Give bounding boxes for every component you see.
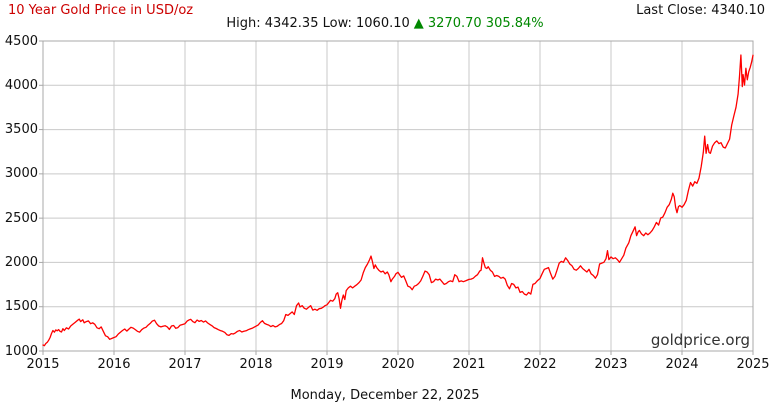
y-tick-label: 4500	[4, 33, 38, 49]
x-tick-label: 2023	[594, 357, 628, 372]
chart-title: 10 Year Gold Price in USD/oz	[8, 3, 194, 18]
y-tick-label: 2000	[4, 254, 38, 270]
y-tick-label: 4000	[4, 77, 38, 93]
x-tick-label: 2015	[26, 357, 60, 372]
high-low-label: High: 4342.35 Low: 1060.10	[226, 16, 410, 31]
last-close-label: Last Close: 4340.10	[636, 3, 765, 18]
x-tick-label: 2020	[381, 357, 415, 372]
y-tick-label: 2500	[4, 210, 38, 226]
y-tick-label: 1000	[4, 343, 38, 359]
x-tick-label: 2025	[736, 357, 770, 372]
x-tick-label: 2016	[97, 357, 131, 372]
chart-date: Monday, December 22, 2025	[290, 388, 480, 403]
high-low-line: High: 4342.35 Low: 1060.10 ▲ 3270.70 305.…	[0, 16, 770, 31]
x-tick-label: 2024	[665, 357, 699, 372]
gold-price-line	[42, 54, 754, 347]
x-tick-label: 2022	[523, 357, 557, 372]
x-tick-label: 2018	[239, 357, 273, 372]
x-tick-label: 2017	[168, 357, 202, 372]
x-tick-label: 2019	[310, 357, 344, 372]
goldprice-watermark: goldprice.org	[650, 331, 750, 349]
change-up-label: ▲ 3270.70 305.84%	[413, 16, 544, 31]
y-tick-label: 3500	[4, 122, 38, 138]
x-tick-label: 2021	[452, 357, 486, 372]
y-tick-label: 1500	[4, 299, 38, 315]
y-tick-label: 3000	[4, 166, 38, 182]
